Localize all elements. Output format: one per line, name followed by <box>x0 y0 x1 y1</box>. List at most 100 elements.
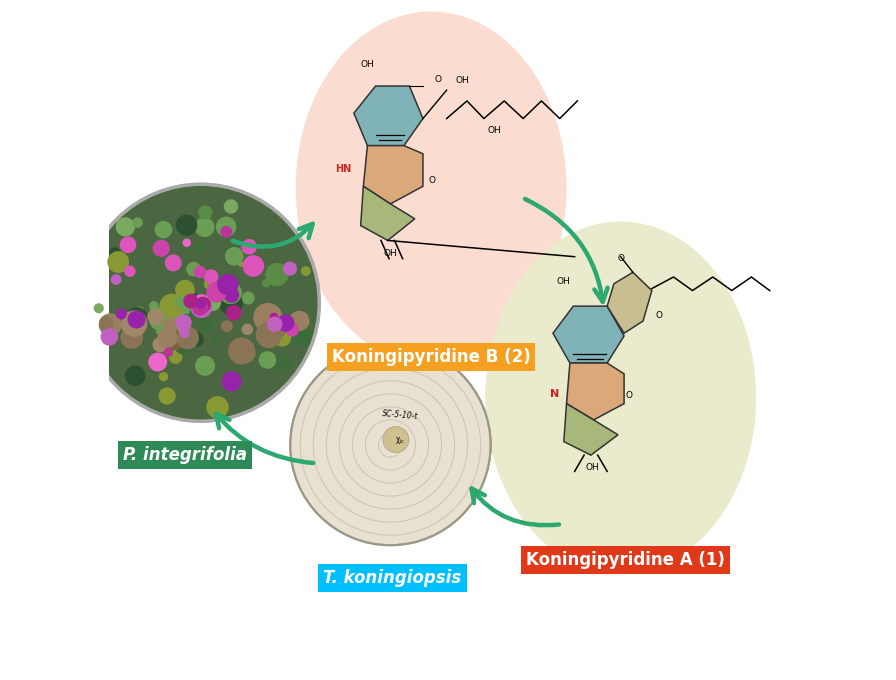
Circle shape <box>273 328 291 347</box>
Circle shape <box>151 307 156 313</box>
Circle shape <box>188 322 196 331</box>
Polygon shape <box>553 306 625 363</box>
Circle shape <box>273 355 290 373</box>
Circle shape <box>221 371 242 392</box>
Circle shape <box>176 296 196 318</box>
Circle shape <box>159 388 176 405</box>
Circle shape <box>177 314 195 333</box>
Circle shape <box>167 296 190 320</box>
Circle shape <box>159 294 184 318</box>
Circle shape <box>194 271 202 279</box>
Ellipse shape <box>296 12 566 364</box>
Polygon shape <box>360 186 415 241</box>
Circle shape <box>206 282 227 303</box>
Circle shape <box>242 292 254 305</box>
Text: O: O <box>617 254 625 263</box>
Circle shape <box>169 318 186 335</box>
Polygon shape <box>354 86 423 146</box>
Circle shape <box>238 261 244 267</box>
Circle shape <box>175 296 187 308</box>
Circle shape <box>254 303 282 332</box>
Circle shape <box>187 331 203 347</box>
Circle shape <box>155 221 172 239</box>
Circle shape <box>125 307 149 331</box>
Circle shape <box>133 218 142 228</box>
Circle shape <box>221 320 233 332</box>
Circle shape <box>255 322 281 348</box>
Circle shape <box>195 295 211 310</box>
Circle shape <box>176 314 192 330</box>
Circle shape <box>270 313 279 321</box>
Circle shape <box>226 305 242 320</box>
Polygon shape <box>566 363 625 420</box>
Circle shape <box>172 323 185 335</box>
Circle shape <box>217 274 238 295</box>
Text: OH: OH <box>557 277 571 286</box>
Circle shape <box>265 263 289 286</box>
Text: HN: HN <box>335 164 351 173</box>
Circle shape <box>281 317 294 329</box>
Circle shape <box>289 311 309 331</box>
Circle shape <box>149 352 168 371</box>
Circle shape <box>108 251 129 273</box>
Circle shape <box>294 326 314 347</box>
Circle shape <box>233 281 241 288</box>
Circle shape <box>179 328 190 338</box>
Ellipse shape <box>486 222 756 574</box>
Circle shape <box>191 296 212 318</box>
Text: O: O <box>429 176 436 186</box>
Circle shape <box>175 280 194 300</box>
Circle shape <box>152 337 168 352</box>
Circle shape <box>82 184 319 422</box>
Circle shape <box>216 216 237 237</box>
Circle shape <box>168 350 183 364</box>
Circle shape <box>116 309 127 320</box>
Circle shape <box>121 310 148 337</box>
Circle shape <box>111 274 122 285</box>
Circle shape <box>243 255 264 277</box>
Polygon shape <box>607 272 652 333</box>
Text: SC-5-10-t: SC-5-10-t <box>383 409 419 421</box>
Circle shape <box>228 337 255 364</box>
Circle shape <box>176 214 197 236</box>
Circle shape <box>157 344 164 351</box>
Text: OH: OH <box>585 463 599 472</box>
Circle shape <box>135 306 144 315</box>
Circle shape <box>277 314 295 332</box>
Circle shape <box>120 326 143 349</box>
Circle shape <box>263 318 286 340</box>
Circle shape <box>176 326 199 350</box>
Circle shape <box>134 341 140 347</box>
Circle shape <box>158 328 177 347</box>
Text: T. koningiopsis: T. koningiopsis <box>323 569 461 588</box>
Circle shape <box>224 199 238 214</box>
Circle shape <box>152 240 170 257</box>
Circle shape <box>109 247 121 258</box>
Circle shape <box>203 293 221 311</box>
Circle shape <box>221 295 232 305</box>
Circle shape <box>196 299 206 309</box>
Circle shape <box>194 266 206 278</box>
Circle shape <box>116 217 135 237</box>
Circle shape <box>163 318 178 334</box>
Circle shape <box>99 313 122 337</box>
Circle shape <box>183 239 191 247</box>
Text: N: N <box>550 389 560 399</box>
Circle shape <box>194 217 214 237</box>
Text: O: O <box>435 75 442 84</box>
Circle shape <box>283 262 297 275</box>
Text: Koningipyridine B (2): Koningipyridine B (2) <box>332 348 530 366</box>
Circle shape <box>127 311 145 328</box>
Circle shape <box>156 328 163 335</box>
Circle shape <box>259 351 276 369</box>
Text: O: O <box>655 311 662 320</box>
Circle shape <box>267 316 282 332</box>
Circle shape <box>170 339 182 350</box>
Circle shape <box>184 294 198 309</box>
Circle shape <box>163 326 178 341</box>
Text: O: O <box>625 391 633 400</box>
Polygon shape <box>364 146 423 204</box>
Text: OH: OH <box>360 60 375 69</box>
Circle shape <box>120 237 136 253</box>
Text: P. integrifolia: P. integrifolia <box>123 446 247 464</box>
